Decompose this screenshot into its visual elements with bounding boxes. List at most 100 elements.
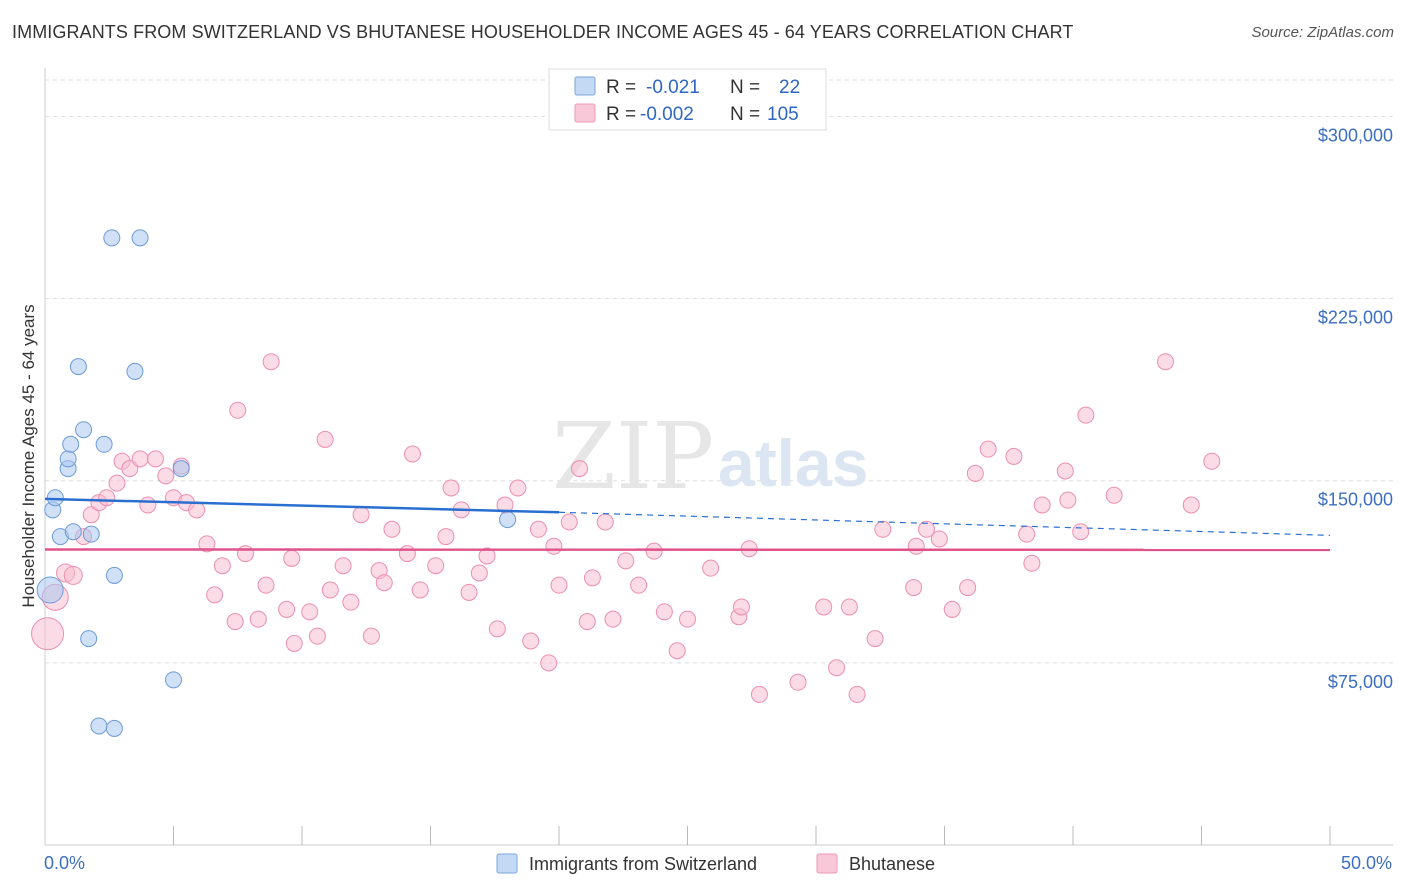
bhutanese-point <box>702 559 720 577</box>
bhutanese-point <box>918 520 936 538</box>
bhutanese-point <box>529 520 547 538</box>
y-tick-label: $225,000 <box>1318 308 1393 328</box>
bhutanese-point <box>604 610 622 628</box>
legend-n-label-bhutanese: N = <box>730 104 760 125</box>
bhutanese-point <box>617 552 635 570</box>
y-tick-label: $150,000 <box>1318 490 1393 510</box>
bhutanese-point <box>427 557 445 575</box>
switzerland-point <box>105 719 123 737</box>
series-bhutanese-points <box>31 353 1221 703</box>
bhutanese-point <box>226 613 244 631</box>
gridlines <box>45 79 1393 664</box>
bhutanese-point <box>966 464 984 482</box>
bhutanese-point <box>470 564 488 582</box>
chart-source: Source: ZipAtlas.com <box>1251 24 1394 41</box>
legend-r-value-bhutanese: -0.002 <box>640 104 694 125</box>
switzerland-point <box>105 566 123 584</box>
bhutanese-point <box>404 445 422 463</box>
bhutanese-point <box>1182 496 1200 514</box>
bottom-legend-swatch-switzerland <box>496 853 518 874</box>
bhutanese-point <box>352 506 370 524</box>
switzerland-point <box>165 671 182 689</box>
bhutanese-point <box>840 598 858 616</box>
bhutanese-point <box>545 537 563 555</box>
legend-n-value-switzerland: 22 <box>779 77 800 98</box>
bhutanese-point <box>342 593 360 611</box>
bhutanese-point <box>560 513 578 531</box>
trend-lines <box>44 497 1331 552</box>
bhutanese-point <box>583 569 601 587</box>
legend-stats: R = -0.021 N = 22 R = -0.002 N = 105 <box>548 68 827 131</box>
bhutanese-point <box>98 489 116 507</box>
bhutanese-point <box>1033 496 1051 514</box>
switzerland-point <box>103 229 121 247</box>
legend-r-label-switzerland: R = <box>606 77 636 98</box>
bottom-legend-label-switzerland: Immigrants from Switzerland <box>529 854 757 874</box>
legend-n-label-switzerland: N = <box>730 77 760 98</box>
bhutanese-point <box>655 603 673 621</box>
bhutanese-point <box>930 530 948 548</box>
bhutanese-point <box>732 598 750 616</box>
legend-n-value-bhutanese: 105 <box>767 104 799 125</box>
bhutanese-point <box>815 598 833 616</box>
y-tick-label: $75,000 <box>1328 672 1393 692</box>
bhutanese-point <box>108 474 126 492</box>
legend-swatch-switzerland <box>574 76 596 96</box>
switzerland-point <box>69 358 87 376</box>
bhutanese-point <box>550 576 568 594</box>
switzerland-point <box>64 523 82 541</box>
bhutanese-point <box>478 547 496 565</box>
y-tick-labels: $75,000 $150,000 $225,000 $300,000 <box>1318 125 1393 691</box>
bhutanese-point <box>213 557 231 575</box>
bhutanese-point <box>301 603 319 621</box>
bhutanese-point <box>321 581 339 599</box>
bhutanese-point <box>460 583 478 601</box>
bhutanese-point <box>907 537 925 555</box>
bhutanese-point <box>1072 523 1090 541</box>
bhutanese-point <box>206 586 224 604</box>
bhutanese-point <box>157 467 175 485</box>
bottom-legend-swatch-bhutanese <box>816 853 838 874</box>
bhutanese-point <box>278 600 296 618</box>
switzerland-point <box>59 450 77 468</box>
bhutanese-point <box>285 634 303 652</box>
switzerland-point <box>62 435 80 453</box>
switzerland-point <box>80 630 98 648</box>
axes <box>44 68 1393 846</box>
bhutanese-point <box>334 557 352 575</box>
bhutanese-point <box>257 576 275 594</box>
bhutanese-point <box>1203 452 1221 470</box>
bhutanese-point <box>522 632 540 650</box>
bhutanese-point <box>229 401 247 419</box>
chart-title: IMMIGRANTS FROM SWITZERLAND VS BHUTANESE… <box>12 22 1074 42</box>
bhutanese-point <box>509 479 527 497</box>
bhutanese-point <box>1023 554 1041 572</box>
bhutanese-point <box>1105 486 1123 504</box>
trend-line-switzerland <box>44 497 560 514</box>
bhutanese-point <box>82 506 100 524</box>
bhutanese-point <box>874 520 892 538</box>
bhutanese-point <box>979 440 997 458</box>
bhutanese-point <box>679 610 696 628</box>
trend-line-switzerland-extension <box>558 511 1331 536</box>
y-axis-label: Householder Income Ages 45 - 64 years <box>19 304 38 607</box>
bhutanese-point <box>383 520 401 538</box>
bhutanese-point <box>139 496 157 514</box>
bottom-legend-label-bhutanese: Bhutanese <box>849 854 935 874</box>
bhutanese-point <box>578 613 596 631</box>
bhutanese-point <box>198 535 216 553</box>
watermark-zip: ZIP <box>552 403 714 510</box>
bhutanese-point <box>398 545 416 563</box>
bhutanese-point <box>630 576 648 594</box>
bhutanese-point <box>1005 447 1023 465</box>
switzerland-point <box>75 421 93 439</box>
bhutanese-point <box>411 581 429 599</box>
series-switzerland-points <box>36 229 517 737</box>
bhutanese-point <box>596 513 614 531</box>
bhutanese-point <box>571 460 589 478</box>
bhutanese-point <box>668 642 686 660</box>
x-tick-label-max: 50.0% <box>1341 853 1392 873</box>
y-tick-label: $300,000 <box>1318 125 1393 145</box>
bhutanese-point <box>375 574 393 592</box>
